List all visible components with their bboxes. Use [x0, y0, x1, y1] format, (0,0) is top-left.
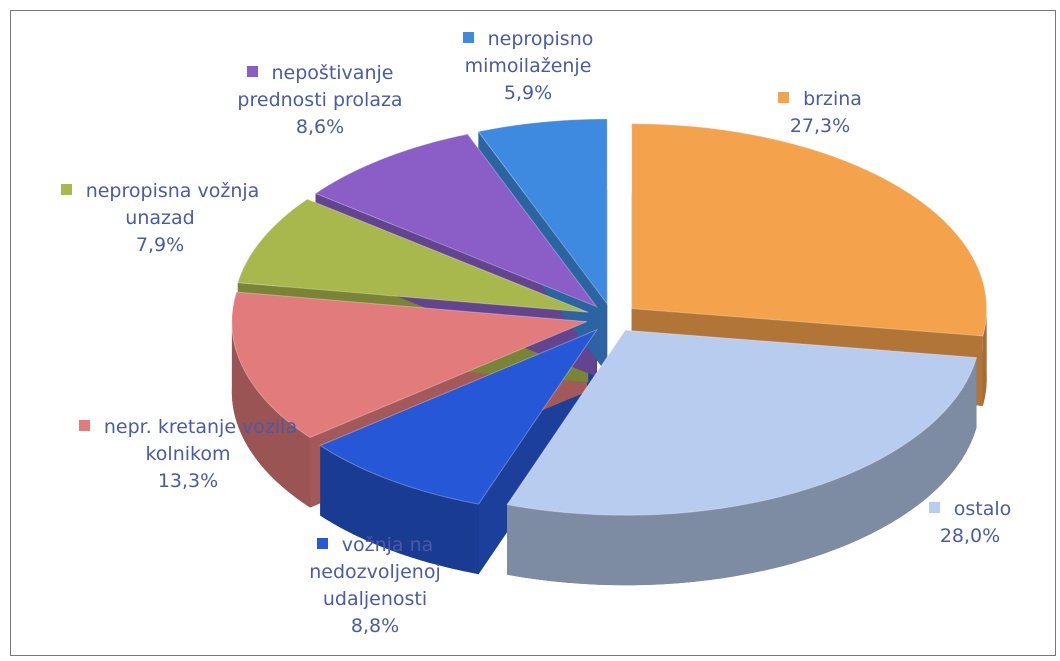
- legend-swatch: [78, 420, 90, 431]
- value-label: 28,0%: [939, 525, 1001, 547]
- category-label: ostalo: [953, 498, 1012, 520]
- slice-side: [982, 308, 987, 406]
- legend-swatch: [316, 538, 328, 549]
- slice: [319, 328, 599, 505]
- category-label: brzina: [803, 88, 862, 110]
- legend-swatch: [246, 66, 258, 77]
- data-label: brzina 27,3%: [740, 86, 900, 140]
- value-label: 5,9%: [503, 82, 553, 104]
- value-label: 13,3%: [157, 470, 219, 492]
- slice: [631, 123, 988, 337]
- value-label: 7,9%: [135, 234, 185, 256]
- data-label: ostalo 28,0%: [900, 496, 1040, 550]
- chart-frame: [10, 10, 1056, 656]
- legend-swatch: [60, 184, 72, 195]
- data-label: nepr. kretanje vozila kolnikom 13,3%: [78, 414, 298, 495]
- slice: [477, 118, 608, 306]
- data-label: nepropisno mimoilaženje 5,9%: [428, 26, 628, 107]
- slice-side: [507, 357, 977, 586]
- category-label: vožnja na nedozvoljenoj udaljenosti: [309, 534, 441, 610]
- category-label: nepr. kretanje vozila kolnikom: [103, 416, 298, 465]
- slice-side: [320, 445, 479, 575]
- category-label: nepropisna vožnja unazad: [85, 180, 260, 229]
- slice: [314, 133, 598, 308]
- legend-swatch: [928, 502, 940, 513]
- slice: [231, 291, 588, 439]
- value-label: 8,6%: [295, 116, 345, 138]
- legend-swatch: [462, 32, 474, 43]
- slice: [506, 329, 978, 516]
- category-label: nepoštivanje prednosti prolaza: [237, 62, 403, 111]
- slice-side: [231, 321, 311, 508]
- value-label: 8,8%: [350, 615, 400, 637]
- data-label: nepoštivanje prednosti prolaza 8,6%: [205, 60, 435, 141]
- category-label: nepropisno mimoilaženje: [464, 28, 594, 77]
- legend-swatch: [778, 92, 790, 103]
- data-label: nepropisna vožnja unazad 7,9%: [55, 178, 265, 259]
- data-label: vožnja na nedozvoljenoj udaljenosti 8,8%: [265, 532, 485, 640]
- value-label: 27,3%: [789, 115, 851, 137]
- slice: [237, 198, 589, 313]
